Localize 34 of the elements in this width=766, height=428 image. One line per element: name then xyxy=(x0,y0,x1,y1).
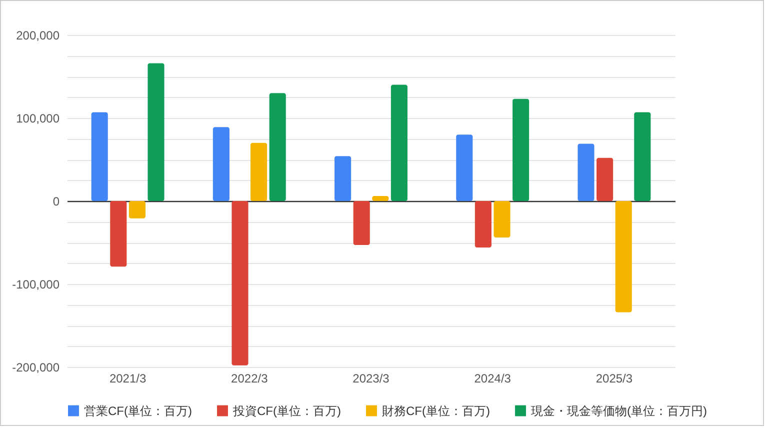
x-tick-label: 2023/3 xyxy=(352,372,390,386)
bar xyxy=(390,84,408,201)
bar xyxy=(512,98,530,201)
y-tick-label: 200,000 xyxy=(16,28,60,42)
bar xyxy=(232,201,248,366)
y-tick-label: -100,000 xyxy=(12,278,60,292)
bar xyxy=(615,201,632,312)
bar xyxy=(372,196,389,201)
bar xyxy=(353,201,370,245)
x-tick-label: 2021/3 xyxy=(109,372,146,386)
bar xyxy=(474,201,492,248)
y-tick-label: 0 xyxy=(52,194,60,208)
x-tick-label: 2024/3 xyxy=(474,372,512,386)
bar xyxy=(596,158,614,201)
legend-label: 現金・現金等価物(単位：百万円) xyxy=(531,404,707,418)
bar xyxy=(634,112,651,201)
legend-label: 営業CF(単位：百万) xyxy=(84,404,192,418)
bar xyxy=(148,63,164,201)
legend-label: 財務CF(単位：百万) xyxy=(382,404,490,418)
bar xyxy=(334,156,352,201)
bar xyxy=(250,142,268,201)
bar xyxy=(494,201,510,238)
bar xyxy=(91,112,108,201)
bar xyxy=(212,127,230,201)
bar xyxy=(269,93,286,201)
y-tick-label: 100,000 xyxy=(16,112,60,126)
bar xyxy=(110,201,127,267)
x-tick-label: 2022/3 xyxy=(231,372,268,386)
bar xyxy=(456,134,473,201)
legend-label: 投資CF(単位：百万) xyxy=(232,404,341,418)
y-tick-label: -200,000 xyxy=(12,360,60,374)
bar xyxy=(128,201,146,218)
x-tick-label: 2025/3 xyxy=(596,372,633,386)
bar xyxy=(578,144,594,201)
